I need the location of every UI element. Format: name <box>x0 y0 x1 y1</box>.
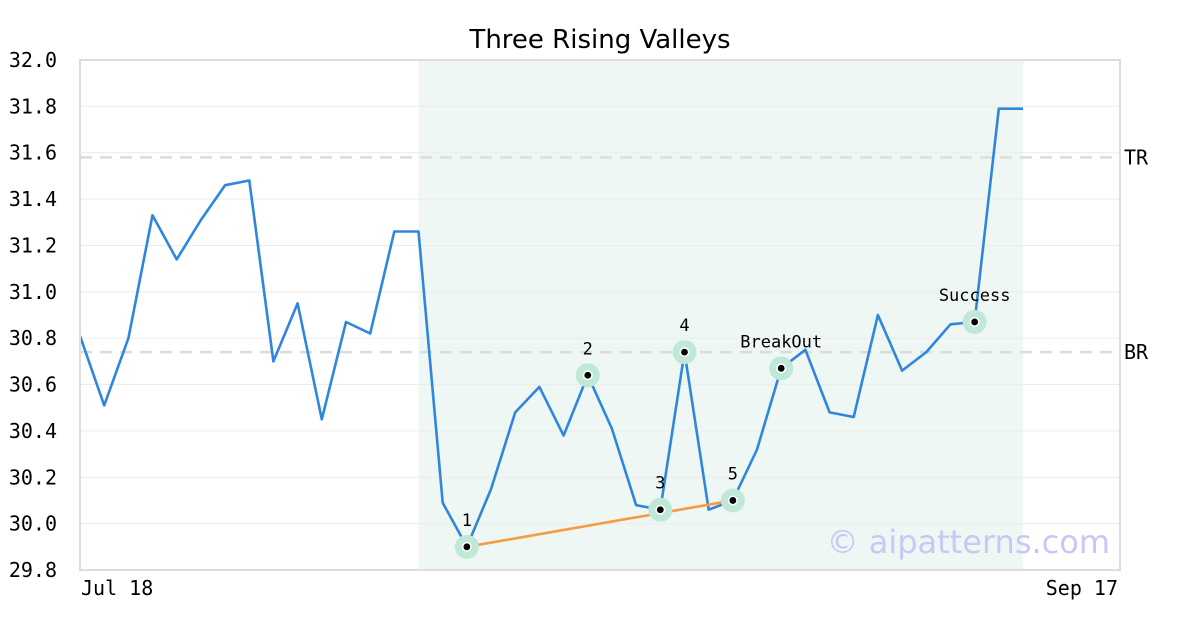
y-tick-label: 30.4 <box>9 419 57 443</box>
pattern-point-label: 2 <box>583 339 593 359</box>
pattern-point-label: BreakOut <box>740 332 822 352</box>
pattern-point-label: 4 <box>679 316 689 336</box>
highlight-rect <box>418 60 1023 570</box>
pattern-point-dot <box>777 364 785 372</box>
pattern-point-label: Success <box>939 286 1011 306</box>
reference-lines: TR BR <box>80 145 1149 364</box>
pattern-point-dot <box>729 497 737 504</box>
y-tick-label: 31.4 <box>9 187 57 211</box>
pattern-point-dot <box>656 506 664 514</box>
y-tick-label: 31.0 <box>9 280 57 304</box>
pattern-point-label: 3 <box>655 474 665 494</box>
y-tick-label: 30.6 <box>9 373 57 397</box>
x-end-label: Sep 17 <box>1046 576 1118 600</box>
reference-line-label: TR <box>1124 145 1149 169</box>
pattern-point: 3 <box>648 474 673 522</box>
pattern-point-dot <box>971 318 979 326</box>
chart-title: Three Rising Valleys <box>468 25 730 55</box>
pattern-point: Success <box>939 286 1011 334</box>
pattern-point-label: 5 <box>728 464 738 484</box>
x-start-label: Jul 18 <box>81 576 153 600</box>
pattern-point-dot <box>584 371 592 379</box>
y-tick-label: 29.8 <box>9 558 57 582</box>
y-tick-label: 30.2 <box>9 465 57 489</box>
pattern-point-label: 1 <box>462 511 472 531</box>
pattern-point: BreakOut <box>740 332 822 381</box>
price-series <box>78 107 1023 549</box>
reference-line-label: BR <box>1124 340 1149 364</box>
y-tick-label: 31.8 <box>9 94 57 118</box>
trend-line <box>466 499 734 549</box>
valley-trend-line <box>466 499 734 549</box>
y-tick-label: 30.8 <box>9 326 57 350</box>
pattern-point-dot <box>463 543 471 551</box>
pattern-point: 5 <box>720 464 745 513</box>
watermark: © aipatterns.com <box>827 523 1110 561</box>
pattern-points: 1 2 3 4 5 BreakOut Success <box>454 286 1011 559</box>
price-line <box>78 107 1023 549</box>
pattern-highlight-region <box>418 60 1023 570</box>
y-tick-label: 31.6 <box>9 141 57 165</box>
y-tick-label: 32.0 <box>9 48 57 72</box>
pattern-point: 1 <box>454 511 479 559</box>
y-tick-label: 30.0 <box>9 512 57 536</box>
pattern-point-dot <box>681 348 688 356</box>
pattern-point: 2 <box>575 339 600 388</box>
plot-frame <box>79 59 1121 571</box>
y-tick-label: 31.2 <box>9 233 57 257</box>
pattern-point: 4 <box>672 316 697 365</box>
y-axis: 29.8 30.0 30.2 30.4 30.6 30.8 31.0 31.2 31.4 31.6… <box>9 48 57 582</box>
